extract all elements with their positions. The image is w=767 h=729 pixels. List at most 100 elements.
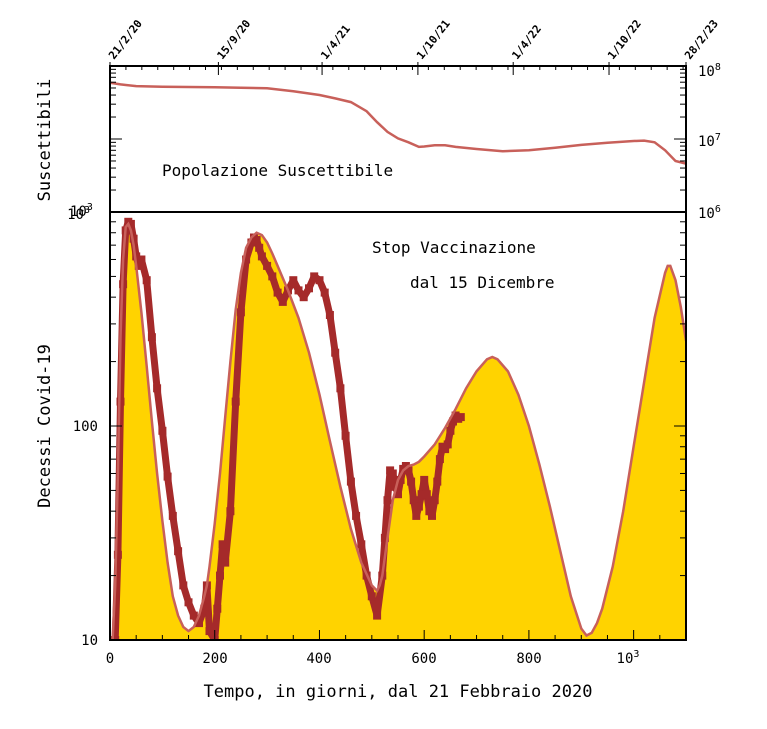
observed-death-point — [168, 511, 177, 520]
date-axis-labels: 21/2/20 15/9/20 1/4/21 1/10/21 1/4/22 1/10/22… — [106, 17, 721, 62]
observed-death-point — [357, 540, 366, 549]
observed-death-point — [231, 397, 240, 406]
date-label: 1/4/22 — [509, 23, 544, 62]
observed-death-point — [373, 611, 382, 620]
observed-deaths-series — [110, 217, 465, 640]
observed-death-point — [257, 252, 266, 261]
observed-death-point — [111, 636, 120, 640]
observed-death-point — [456, 413, 465, 422]
observed-death-point — [315, 276, 324, 285]
observed-death-point — [226, 507, 235, 516]
susceptible-line — [110, 81, 686, 165]
observed-death-point — [412, 511, 421, 520]
y-tick-label: 103 — [67, 205, 90, 223]
observed-death-point — [433, 477, 442, 486]
observed-death-point — [252, 236, 261, 244]
stop-vaccination-annotation-line2: dal 15 Dicembre — [410, 273, 555, 292]
observed-death-point — [255, 243, 264, 252]
observed-death-point — [420, 475, 429, 484]
observed-death-point — [213, 604, 222, 613]
observed-death-point — [449, 417, 457, 426]
date-label: 1/4/21 — [318, 22, 353, 62]
model-death-line — [110, 221, 686, 640]
observed-death-point — [425, 507, 434, 516]
observed-death-point — [443, 440, 452, 449]
observed-death-point — [428, 511, 436, 520]
observed-death-point — [394, 490, 402, 499]
observed-death-point — [163, 472, 172, 481]
observed-death-point — [430, 496, 439, 505]
observed-death-point — [414, 502, 423, 511]
observed-death-point — [417, 490, 426, 499]
observed-death-point — [289, 276, 298, 285]
observed-death-point — [179, 581, 188, 590]
observed-death-point — [263, 261, 272, 270]
right-tick-label: 108 — [698, 62, 721, 80]
x-tick-label: 400 — [306, 651, 331, 667]
observed-death-point — [325, 311, 334, 319]
top-right-tick-labels: 108 107 106 — [698, 62, 721, 222]
observed-death-point — [310, 272, 319, 281]
observed-death-point — [422, 490, 431, 499]
observed-death-point — [147, 333, 156, 342]
date-label: 1/10/21 — [414, 17, 453, 62]
right-tick-label: 106 — [698, 204, 721, 222]
observed-death-point — [409, 496, 418, 505]
observed-death-point — [184, 598, 193, 607]
bottom-y-tick-labels: 10 100 103 — [67, 205, 98, 649]
susceptible-annotation: Popolazione Suscettibile — [162, 161, 393, 180]
observed-death-point — [346, 477, 355, 486]
bottom-x-tick-labels: 0 200 400 600 800 103 — [106, 649, 640, 667]
date-label: 15/9/20 — [215, 17, 254, 62]
observed-death-point — [401, 462, 410, 470]
observed-death-point — [200, 604, 209, 613]
stop-vaccination-annotation-line1: Stop Vaccinazione — [372, 238, 536, 257]
observed-death-point — [278, 297, 287, 306]
observed-death-point — [435, 455, 444, 464]
x-tick-label: 800 — [516, 651, 541, 667]
observed-death-point — [273, 288, 282, 297]
observed-death-point — [195, 619, 203, 628]
observed-death-point — [189, 611, 198, 620]
observed-death-point — [113, 550, 122, 559]
observed-death-point — [441, 445, 450, 454]
observed-death-point — [158, 426, 167, 435]
observed-death-point — [242, 255, 251, 264]
x-tick-label: 200 — [202, 651, 227, 667]
observed-death-point — [331, 348, 340, 357]
observed-death-point — [367, 592, 376, 601]
observed-death-point — [396, 475, 405, 484]
x-axis-title: Tempo, in giorni, dal 21 Febbraio 2020 — [204, 682, 593, 702]
observed-death-point — [320, 288, 329, 297]
observed-death-point — [236, 308, 245, 317]
observed-death-point — [383, 496, 392, 505]
observed-death-point — [153, 384, 162, 393]
x-tick-label: 600 — [411, 651, 436, 667]
date-label: 1/10/22 — [605, 17, 644, 62]
x-tick-label: 0 — [106, 651, 114, 667]
observed-death-point — [205, 627, 214, 636]
observed-death-point — [126, 219, 135, 228]
observed-death-point — [221, 558, 230, 567]
observed-death-point — [305, 284, 313, 293]
observed-death-point — [341, 431, 350, 440]
observed-death-point — [446, 426, 455, 435]
observed-death-point — [142, 276, 151, 285]
observed-deaths-line — [110, 218, 463, 640]
observed-death-point — [174, 547, 183, 556]
observed-death-point — [388, 469, 397, 478]
observed-death-point — [299, 293, 308, 302]
bottom-panel-frame — [109, 211, 687, 641]
y-tick-label: 100 — [73, 419, 98, 435]
model-death-area — [110, 223, 686, 640]
bottom-y-axis-title: Decessi Covid-19 — [35, 344, 55, 508]
observed-death-point — [137, 255, 146, 264]
y-tick-label: 10 — [81, 633, 98, 649]
x-tick-label: 103 — [617, 649, 640, 667]
observed-death-point — [380, 533, 389, 542]
observed-death-point — [336, 384, 345, 393]
observed-death-point — [407, 477, 416, 486]
observed-death-point — [216, 571, 224, 580]
observed-death-point — [294, 286, 303, 295]
